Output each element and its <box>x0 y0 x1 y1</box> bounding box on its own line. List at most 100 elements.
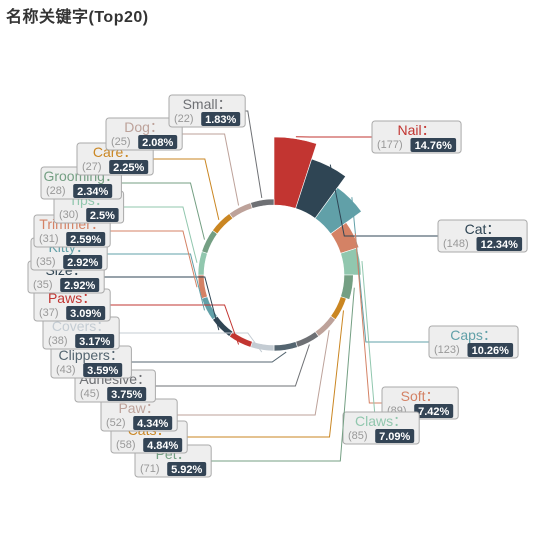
slice-name: Covers： <box>52 318 110 334</box>
slice-count: (58) <box>116 439 136 451</box>
pie-slice-clippers[interactable] <box>273 341 298 352</box>
slice-count: (85) <box>348 430 368 442</box>
slice-count: (35) <box>33 279 53 291</box>
slice-label-small: Small：(22) 1.83% <box>168 94 263 199</box>
percent-badge <box>201 112 241 126</box>
slice-percent: 12.34% <box>481 239 519 251</box>
percent-badge <box>143 438 183 452</box>
slice-percent: 4.84% <box>147 440 178 452</box>
leader-line <box>104 276 220 331</box>
leader-line <box>351 197 429 343</box>
leader-line <box>107 253 205 311</box>
pie-slice-grooming[interactable] <box>201 229 218 254</box>
slice-name: Soft： <box>401 388 440 404</box>
slice-percent: 2.25% <box>113 162 144 174</box>
leader-line <box>121 182 205 240</box>
slice-count: (43) <box>56 364 76 376</box>
slice-label-paw: Paw：(52) 4.34% <box>100 330 330 432</box>
leader-line <box>182 133 240 206</box>
slice-label-dog: Dog：(25) 2.08% <box>105 117 240 206</box>
pie-slice-trimmer[interactable] <box>197 274 208 299</box>
pie-slice-pet[interactable] <box>340 274 354 300</box>
slice-name: Small： <box>183 96 232 112</box>
slice-percent: 3.75% <box>111 389 142 401</box>
percent-badge <box>66 232 106 246</box>
slice-percent: 4.34% <box>137 418 168 430</box>
slice-label-claws: Claws：(85) 7.09% <box>342 261 420 445</box>
slice-name: Cat： <box>465 221 501 237</box>
pie-slice-cats[interactable] <box>330 296 347 321</box>
slice-label-clippers: Clippers：(43) 3.59% <box>50 345 287 379</box>
slice-percent: 7.09% <box>379 431 410 443</box>
slice-count: (38) <box>48 335 68 347</box>
slice-count: (177) <box>377 139 403 151</box>
slice-label-paws: Paws：(37) 3.09% <box>33 288 240 345</box>
percent-badge <box>476 237 523 251</box>
percent-badge <box>63 255 103 269</box>
percent-badge <box>75 334 115 348</box>
leader-line <box>119 332 263 353</box>
slice-percent: 3.59% <box>87 365 118 377</box>
leader-line <box>187 310 344 438</box>
percent-badge <box>60 278 100 292</box>
percent-badge <box>66 306 106 320</box>
leader-line <box>354 233 382 404</box>
leader-line <box>155 344 310 387</box>
leader-line <box>211 287 355 462</box>
chart-title: 名称关键字(Top20) <box>6 9 149 26</box>
leader-line <box>245 110 263 199</box>
pie-slice-small[interactable] <box>250 198 275 209</box>
percent-badge <box>375 429 415 443</box>
slice-count: (27) <box>82 161 102 173</box>
slice-name: Claws： <box>355 413 407 429</box>
pie-slice-adhesive[interactable] <box>295 331 320 348</box>
percent-badge <box>138 135 178 149</box>
leader-line <box>329 164 438 237</box>
slice-count: (35) <box>36 256 56 268</box>
percent-badge <box>410 138 457 152</box>
leader-line <box>131 351 287 363</box>
pie-slice-dog[interactable] <box>228 202 253 219</box>
slice-percent: 14.76% <box>415 140 453 152</box>
slice-percent: 2.92% <box>64 280 95 292</box>
percent-badge <box>107 387 147 401</box>
slice-count: (52) <box>106 417 126 429</box>
slice-count: (37) <box>39 307 59 319</box>
slice-count: (31) <box>39 233 59 245</box>
slice-name: Paws： <box>48 290 96 306</box>
slice-label-soft: Soft：(89) 7.42% <box>354 233 459 420</box>
slice-count: (30) <box>59 209 79 221</box>
leader-line <box>177 330 330 416</box>
slice-count: (22) <box>174 113 194 125</box>
pie-slice-care[interactable] <box>212 213 234 235</box>
slice-percent: 1.83% <box>205 114 236 126</box>
slice-label-caps: Caps：(123) 10.26% <box>351 197 519 359</box>
pie-slice-tips[interactable] <box>197 251 208 276</box>
percent-badge <box>133 416 173 430</box>
slice-count: (45) <box>80 388 100 400</box>
slice-percent: 2.92% <box>67 257 98 269</box>
slice-name: Caps： <box>450 327 497 343</box>
slice-count: (25) <box>111 136 131 148</box>
percent-badge <box>73 184 113 198</box>
percent-badge <box>414 404 454 418</box>
slice-percent: 2.34% <box>77 186 108 198</box>
leader-line <box>123 206 198 263</box>
slice-count: (28) <box>46 185 66 197</box>
percent-badge <box>83 363 123 377</box>
percent-badge <box>467 343 514 357</box>
pie-slice-covers[interactable] <box>250 341 275 352</box>
slice-percent: 2.5% <box>90 210 115 222</box>
slice-label-cat: Cat：(148) 12.34% <box>329 164 528 253</box>
slice-percent: 2.59% <box>70 234 101 246</box>
slice-name: Nail： <box>397 122 435 138</box>
slice-count: (71) <box>140 463 160 475</box>
slice-percent: 7.42% <box>418 406 449 418</box>
slice-label-covers: Covers：(38) 3.17% <box>42 316 263 353</box>
pie-slice-paw[interactable] <box>314 315 336 337</box>
slice-name: Clippers： <box>59 347 124 363</box>
percent-badge <box>86 208 119 222</box>
percent-badge <box>167 462 207 476</box>
slice-percent: 3.09% <box>70 308 101 320</box>
